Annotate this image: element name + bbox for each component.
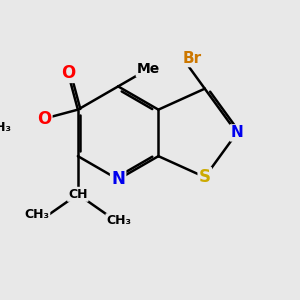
Text: CH: CH: [68, 188, 88, 201]
Text: Br: Br: [183, 51, 202, 66]
Text: CH₃: CH₃: [24, 208, 49, 221]
Text: S: S: [199, 168, 211, 186]
Text: N: N: [111, 170, 125, 188]
Text: O: O: [61, 64, 75, 82]
Text: CH₃: CH₃: [106, 214, 131, 227]
Text: N: N: [230, 125, 243, 140]
Text: O: O: [37, 110, 51, 128]
Text: CH₃: CH₃: [0, 121, 12, 134]
Text: Me: Me: [137, 62, 160, 76]
